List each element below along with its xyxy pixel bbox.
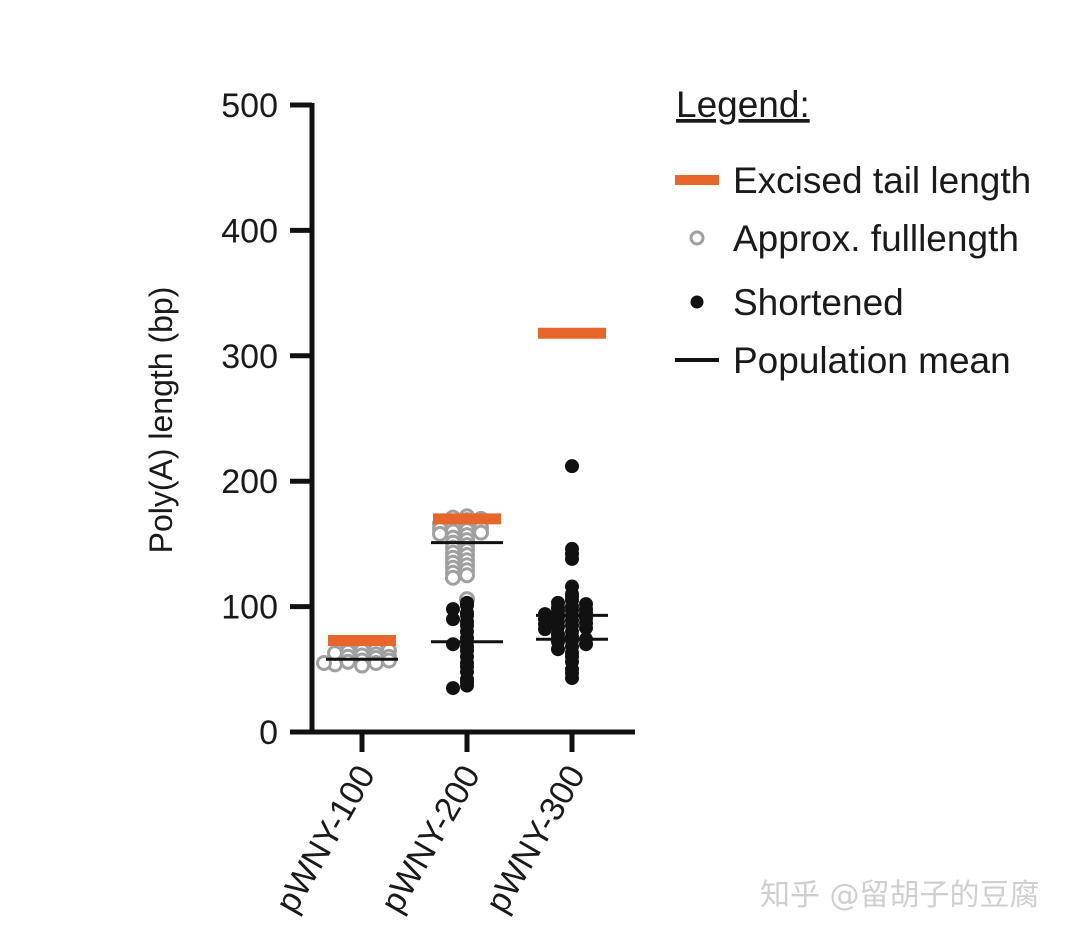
y-axis-title: Poly(A) length (bp) bbox=[143, 287, 179, 554]
legend-shortened-swatch bbox=[690, 295, 704, 309]
fulllength-point bbox=[340, 653, 356, 670]
shortened-point bbox=[565, 551, 579, 566]
shortened-point bbox=[446, 681, 460, 696]
shortened-point bbox=[538, 622, 552, 637]
legend-label: Population mean bbox=[733, 340, 1011, 381]
fulllength-point bbox=[354, 657, 370, 674]
shortened-point bbox=[460, 678, 474, 693]
x-tick-label: pWNY-100 bbox=[268, 759, 382, 919]
plot-area bbox=[316, 327, 608, 696]
shortened-point bbox=[565, 671, 579, 686]
y-tick-label: 400 bbox=[221, 212, 278, 250]
legend: Legend: Excised tail length Approx. fulll… bbox=[675, 84, 1031, 381]
x-tick-label: pWNY-200 bbox=[373, 759, 487, 919]
fulllength-point bbox=[459, 567, 475, 584]
legend-fulllength-swatch bbox=[689, 230, 705, 246]
y-tick-label: 100 bbox=[221, 589, 278, 627]
y-axis: 0 100 200 300 400 500 bbox=[221, 87, 315, 752]
y-tick-label: 200 bbox=[221, 463, 278, 501]
y-tick-label: 300 bbox=[221, 338, 278, 376]
y-tick-label: 500 bbox=[221, 87, 278, 125]
legend-title: Legend: bbox=[676, 84, 810, 125]
shortened-point bbox=[446, 602, 460, 617]
shortened-point bbox=[565, 459, 579, 474]
shortened-point bbox=[446, 637, 460, 652]
fulllength-point bbox=[445, 569, 461, 586]
fulllength-point bbox=[473, 524, 489, 541]
shortened-point bbox=[551, 642, 565, 657]
y-tick-label: 0 bbox=[259, 714, 278, 752]
shortened-point bbox=[579, 637, 593, 652]
fulllength-point bbox=[432, 525, 448, 542]
shortened-point bbox=[446, 612, 460, 627]
legend-label: Approx. fulllength bbox=[733, 218, 1019, 259]
fulllength-point bbox=[327, 644, 343, 661]
legend-label: Excised tail length bbox=[733, 160, 1031, 201]
x-tick-label: pWNY-300 bbox=[478, 759, 592, 919]
legend-label: Shortened bbox=[733, 282, 904, 323]
watermark-text: 知乎 @留胡子的豆腐 bbox=[760, 878, 1040, 913]
shortened-point bbox=[579, 620, 593, 635]
